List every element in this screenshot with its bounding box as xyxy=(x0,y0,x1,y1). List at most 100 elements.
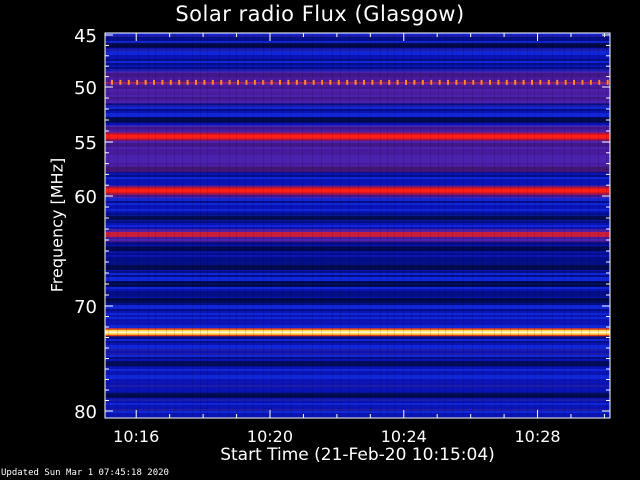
band-spike xyxy=(245,79,248,85)
striation xyxy=(321,33,322,418)
spectrogram-row xyxy=(105,305,610,307)
band-spike xyxy=(136,79,139,85)
spectrogram-row xyxy=(105,53,610,55)
y-tick-label: 50 xyxy=(74,78,97,99)
band-spike xyxy=(438,79,441,85)
spectrogram-row xyxy=(105,37,610,39)
time-striations xyxy=(108,33,607,418)
striation xyxy=(598,33,599,418)
spectrogram-row xyxy=(105,347,610,349)
dark-band xyxy=(105,281,610,287)
spectrogram-row xyxy=(105,341,610,343)
striation xyxy=(564,33,565,418)
spectrogram-row xyxy=(105,41,610,43)
spectrogram-row xyxy=(105,375,610,377)
band-spike xyxy=(346,79,349,85)
spectrogram-row xyxy=(105,177,610,179)
spectrogram-row xyxy=(105,275,610,277)
band-spike xyxy=(522,79,525,85)
spectrogram-row xyxy=(105,295,610,297)
band-spike xyxy=(447,79,449,85)
spectrogram-row xyxy=(105,67,610,69)
spectrogram-row xyxy=(105,209,610,211)
bright-bands xyxy=(105,79,610,337)
spectrogram-row xyxy=(105,307,610,309)
band-spike xyxy=(413,79,416,85)
spectrogram-row xyxy=(105,107,610,109)
striation xyxy=(472,33,473,418)
striation xyxy=(482,33,483,418)
striation xyxy=(581,33,582,418)
spectrogram-row xyxy=(105,105,610,107)
band-spike xyxy=(304,79,307,85)
striation xyxy=(510,33,511,418)
band-spike xyxy=(119,79,122,85)
band-spike xyxy=(203,79,206,85)
band-spike xyxy=(480,79,483,85)
striation xyxy=(518,33,519,418)
y-tick-label: 70 xyxy=(74,297,97,318)
striation xyxy=(501,33,502,418)
spectrogram-row xyxy=(105,287,610,289)
spectrogram-row xyxy=(105,279,610,281)
band-spike xyxy=(253,79,256,85)
y-tick-label: 55 xyxy=(74,133,97,154)
striation xyxy=(403,33,404,418)
striation xyxy=(302,33,303,418)
spectrogram-row xyxy=(105,59,610,61)
striation xyxy=(494,33,495,418)
band-spike xyxy=(606,79,609,85)
dark-band xyxy=(105,298,610,303)
diffuse-zone xyxy=(105,71,610,104)
band-spike xyxy=(421,79,424,85)
striation xyxy=(207,33,208,418)
spectrogram-row xyxy=(105,325,610,327)
striation xyxy=(552,33,553,418)
striation xyxy=(174,33,175,418)
band-spike xyxy=(379,79,382,85)
spectrogram-row xyxy=(105,243,610,245)
plot-frame xyxy=(104,32,611,419)
band-spike xyxy=(270,79,273,85)
band-spike xyxy=(489,79,491,85)
band-spike xyxy=(111,79,113,85)
striation xyxy=(420,33,421,418)
spectrogram-row xyxy=(105,257,610,259)
spectrogram-row xyxy=(105,199,610,201)
dark-band xyxy=(105,215,610,221)
band-spike xyxy=(363,79,365,85)
x-axis: 10:16 10:20 10:24 10:28 xyxy=(113,33,605,446)
spectrogram-row xyxy=(105,109,610,111)
spectrogram-row xyxy=(105,63,610,65)
spectrogram-row xyxy=(105,357,610,359)
dark-band xyxy=(105,246,610,252)
striation xyxy=(182,33,183,418)
band-spike xyxy=(531,79,533,85)
spectrogram-row xyxy=(105,263,610,265)
spectrogram-row xyxy=(105,377,610,379)
spectrogram-row xyxy=(105,203,610,205)
striation xyxy=(589,33,590,418)
striation xyxy=(349,33,350,418)
band-spike xyxy=(396,79,399,85)
band-spike xyxy=(169,79,172,85)
dark-band xyxy=(105,42,610,48)
dark-band xyxy=(105,265,610,270)
band-spike xyxy=(312,79,315,85)
striation xyxy=(166,33,167,418)
spectrogram-row xyxy=(105,69,610,71)
striation xyxy=(541,33,542,418)
dark-band xyxy=(105,117,610,123)
spectrogram-row xyxy=(105,353,610,355)
striation xyxy=(117,33,118,418)
spectrogram-row xyxy=(105,317,610,319)
band-spike xyxy=(329,79,332,85)
band-spike xyxy=(211,79,214,85)
striation xyxy=(271,33,272,418)
y-tick-label: 45 xyxy=(74,26,97,47)
striation xyxy=(394,33,395,418)
spectrogram-row xyxy=(105,225,610,227)
spectrogram-row xyxy=(105,403,610,405)
spectrogram-row xyxy=(105,61,610,63)
spectrogram-row xyxy=(105,309,610,311)
